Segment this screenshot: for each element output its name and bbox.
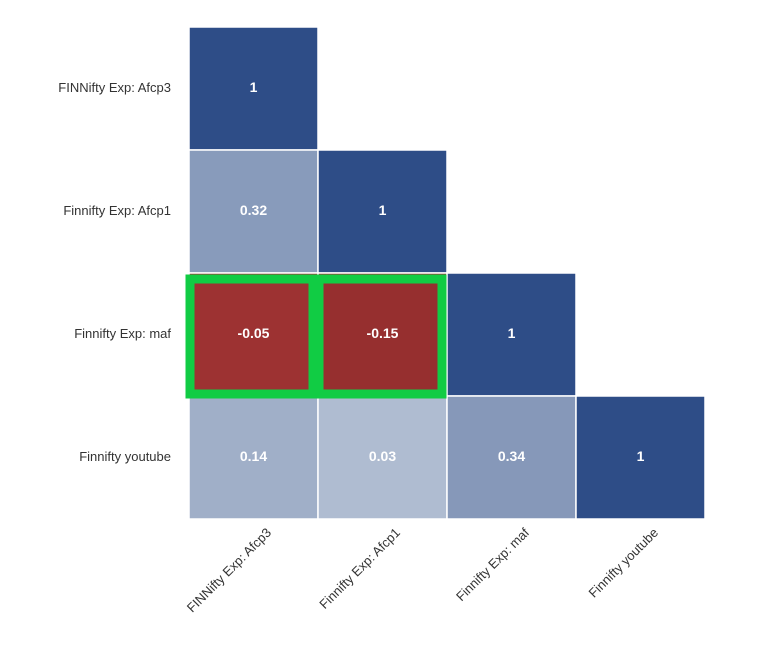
cell-value: 0.14 bbox=[240, 448, 267, 464]
cell-value: 0.34 bbox=[498, 448, 525, 464]
column-label: Finnifty Exp: maf bbox=[453, 525, 532, 604]
cell-value: 1 bbox=[250, 79, 258, 95]
column-label: Finnifty youtube bbox=[586, 525, 662, 601]
row-label: FINNifty Exp: Afcp3 bbox=[58, 80, 171, 95]
heatmap-cell bbox=[188, 149, 319, 274]
heatmap-cell bbox=[575, 395, 706, 520]
cell-value: 0.03 bbox=[369, 448, 396, 464]
row-label: Finnifty Exp: maf bbox=[74, 326, 171, 341]
highlight-border bbox=[185, 274, 318, 399]
cell-value: 1 bbox=[508, 325, 516, 341]
heatmap-cell bbox=[446, 395, 577, 520]
heatmap-cell bbox=[188, 26, 319, 151]
cell-value: 1 bbox=[379, 202, 387, 218]
heatmap-cell bbox=[188, 395, 319, 520]
cell-value: 1 bbox=[637, 448, 645, 464]
column-label: Finnifty Exp: Afcp1 bbox=[316, 525, 403, 612]
heatmap-cell bbox=[446, 272, 577, 397]
cell-value: -0.15 bbox=[367, 325, 399, 341]
cell-value: 0.32 bbox=[240, 202, 267, 218]
highlight-border bbox=[314, 274, 447, 399]
row-label: Finnifty Exp: Afcp1 bbox=[63, 203, 171, 218]
column-label: FINNifty Exp: Afcp3 bbox=[184, 525, 274, 615]
heatmap-cell bbox=[317, 149, 448, 274]
heatmap-cell bbox=[317, 272, 448, 397]
row-label: Finnifty youtube bbox=[79, 449, 171, 464]
heatmap-cell bbox=[317, 395, 448, 520]
cell-value: -0.05 bbox=[238, 325, 270, 341]
heatmap-cell bbox=[188, 272, 319, 397]
